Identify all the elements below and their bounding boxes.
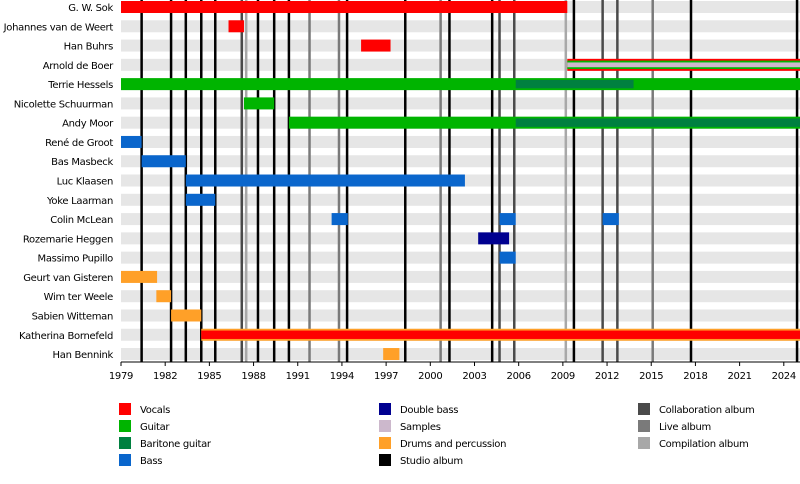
member-name: Bas Masbeck <box>51 157 113 168</box>
member-name: Luc Klaasen <box>57 177 113 188</box>
x-tick-label: 1982 <box>153 371 177 382</box>
legend-swatch <box>119 420 131 432</box>
member-name: Han Buhrs <box>64 42 113 53</box>
x-tick-label: 1985 <box>197 371 221 382</box>
member-bar <box>515 118 800 127</box>
member-bar <box>121 270 158 283</box>
x-tick-label: 2006 <box>507 371 531 382</box>
x-tick-label: 2009 <box>551 371 575 382</box>
member-bar <box>141 155 186 168</box>
row-band <box>121 58 800 71</box>
member-bar <box>361 39 391 52</box>
row-band <box>121 20 800 33</box>
member-name: Colin McLean <box>50 215 113 226</box>
x-tick-label: 2024 <box>772 371 796 382</box>
row-band <box>121 135 800 148</box>
member-name: G. W. Sok <box>68 3 113 14</box>
row-band <box>121 251 800 264</box>
legend-label: Guitar <box>140 422 170 433</box>
legend-label: Drums and percussion <box>400 439 506 450</box>
x-tick-label: 2012 <box>595 371 619 382</box>
legend-label: Collaboration album <box>659 405 754 416</box>
member-name: Geurt van Gisteren <box>23 273 113 284</box>
member-bar <box>171 309 202 322</box>
legend-label: Double bass <box>400 405 458 416</box>
legend-swatch <box>119 437 131 449</box>
member-bar <box>567 62 800 68</box>
row-band <box>121 290 800 303</box>
member-name: René de Groot <box>45 137 113 149</box>
legend-swatch <box>379 454 391 466</box>
member-name: Johannes van de Weert <box>3 22 114 33</box>
legend-swatch <box>119 454 131 466</box>
row-band <box>121 155 800 168</box>
row-band <box>121 193 800 206</box>
legend-swatch <box>638 420 650 432</box>
x-tick-label: 2018 <box>683 371 707 382</box>
member-bar <box>243 97 275 110</box>
member-bar <box>499 213 516 226</box>
legend-swatch <box>379 420 391 432</box>
member-bar <box>156 290 172 303</box>
member-name: Nicolette Schuurman <box>14 99 113 110</box>
legend-label: Compilation album <box>659 439 748 450</box>
row-band <box>121 309 800 322</box>
legend-swatch <box>379 403 391 415</box>
row-band <box>121 232 800 245</box>
member-name: Sabien Witteman <box>32 311 113 322</box>
member-bar <box>121 1 568 13</box>
member-bar <box>185 174 465 187</box>
member-bar <box>331 213 348 226</box>
legend-label: Live album <box>659 422 711 433</box>
legend-swatch <box>638 437 650 449</box>
row-band <box>121 270 800 283</box>
legend-swatch <box>638 403 650 415</box>
member-bar <box>185 193 216 206</box>
member-bar <box>602 213 619 226</box>
x-tick-label: 1979 <box>109 371 133 382</box>
member-name: Han Bennink <box>53 350 114 361</box>
member-name: Katherina Bornefeld <box>19 331 113 342</box>
member-name: Massimo Pupillo <box>38 254 114 265</box>
member-name: Arnold de Boer <box>43 61 114 72</box>
x-tick-label: 1988 <box>241 371 265 382</box>
member-bar <box>121 78 800 91</box>
legend-label: Vocals <box>140 405 170 416</box>
member-bar <box>201 330 800 339</box>
legend-label: Studio album <box>400 456 463 467</box>
member-name: Wim ter Weele <box>44 292 114 303</box>
member-bar <box>228 20 244 33</box>
x-tick-label: 1997 <box>374 371 398 382</box>
legend-swatch <box>119 403 131 415</box>
x-tick-label: 1991 <box>286 371 310 382</box>
x-tick-label: 1994 <box>330 371 354 382</box>
member-name: Andy Moor <box>62 119 114 130</box>
legend-swatch <box>379 437 391 449</box>
member-name: Yoke Laarman <box>46 196 113 207</box>
member-name: Terrie Hessels <box>47 80 113 91</box>
row-band <box>121 213 800 226</box>
member-bar <box>121 135 142 148</box>
legend-label: Samples <box>400 422 441 433</box>
legend-label: Baritone guitar <box>140 439 212 450</box>
member-bar <box>383 348 400 361</box>
x-tick-label: 2000 <box>418 371 442 382</box>
member-bar <box>499 251 516 264</box>
member-name: Rozemarie Heggen <box>23 234 113 245</box>
x-tick-label: 2015 <box>639 371 663 382</box>
x-tick-label: 2021 <box>727 371 751 382</box>
legend-label: Bass <box>140 456 162 467</box>
member-bar <box>515 79 634 89</box>
row-band <box>121 39 800 52</box>
row-band <box>121 348 800 361</box>
row-band <box>121 97 800 110</box>
x-tick-label: 2003 <box>462 371 486 382</box>
member-bar <box>478 232 510 245</box>
